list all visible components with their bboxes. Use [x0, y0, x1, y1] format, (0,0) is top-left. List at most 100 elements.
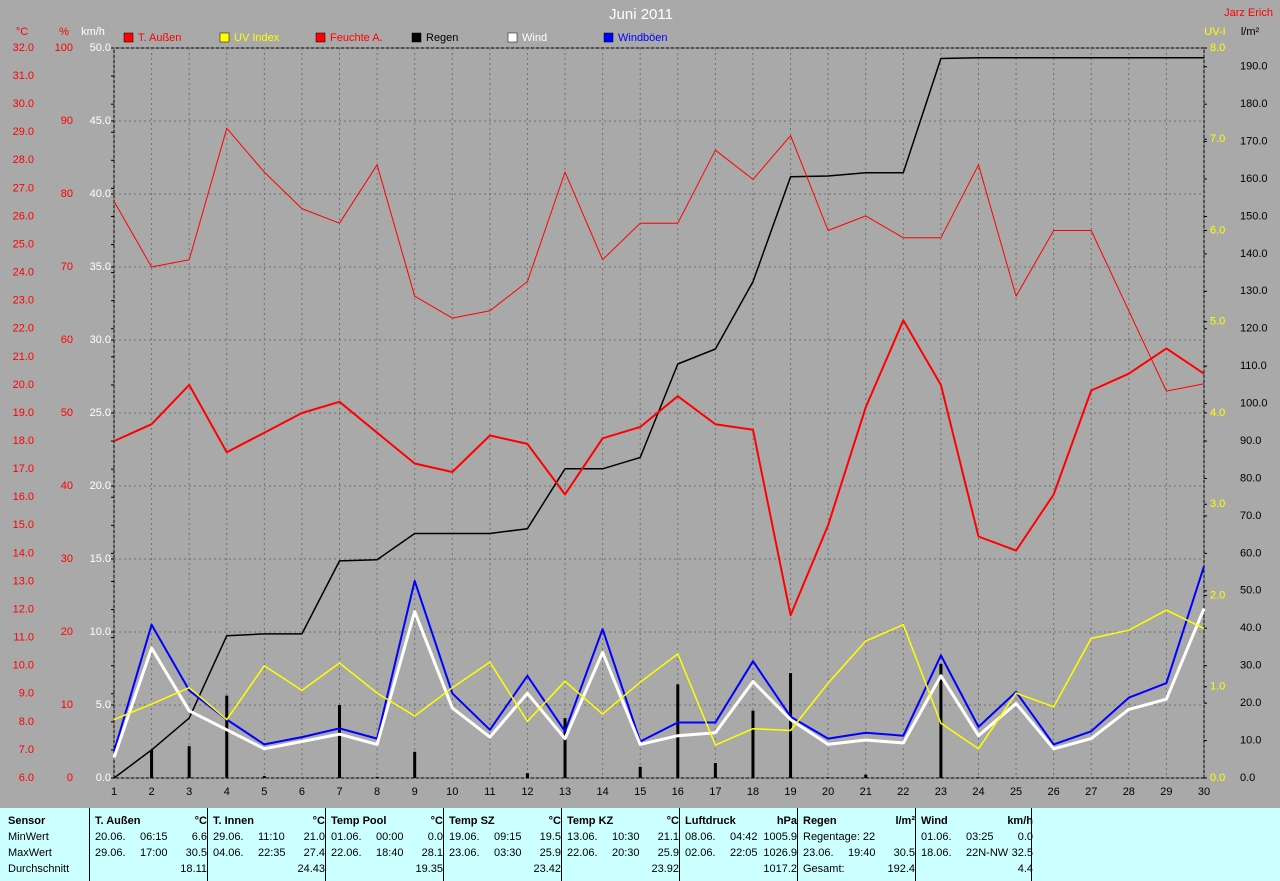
x-tick-label: 12	[521, 786, 533, 798]
y-tick-label: 10.0	[13, 660, 34, 672]
cell-date: 20.06.	[95, 831, 126, 843]
x-tick-label: 8	[374, 786, 380, 798]
cell-time: 00:00	[376, 831, 404, 843]
series-line	[113, 127, 1205, 392]
legend-label: Regen	[426, 32, 458, 44]
group-unit: °C	[194, 815, 207, 827]
cell-date: 22.06.	[567, 847, 598, 859]
cell-time: 20:30	[612, 847, 640, 859]
x-tick-label: 23	[935, 786, 947, 798]
cell-label: Regentage: 22	[803, 831, 876, 843]
x-tick-label: 10	[446, 786, 458, 798]
cell-value: 192.4	[887, 863, 915, 875]
cell-value: 18.11	[180, 863, 207, 875]
cell-value: 6.6	[191, 831, 207, 843]
x-tick-label: 30	[1198, 786, 1210, 798]
y-tick-label: 160.0	[1240, 173, 1268, 185]
group-header: Regen	[803, 815, 837, 827]
axis-label: %	[59, 26, 69, 38]
legend-swatch	[315, 32, 326, 43]
cell-date: 01.06.	[921, 831, 952, 843]
group-unit: hPa	[776, 815, 797, 827]
summary-table: Sensor MinWert MaxWert Durchschnitt T. Außen…	[0, 808, 1280, 881]
y-tick-label: 90.0	[1240, 435, 1261, 447]
cell-value: 1026.9	[763, 847, 797, 859]
legend-swatch	[219, 32, 230, 43]
column-separator	[797, 808, 798, 881]
cell-value: 23.92	[651, 863, 679, 875]
y-tick-label: 45.0	[90, 115, 111, 127]
y-tick-label: 130.0	[1240, 285, 1268, 297]
y-tick-label: 14.0	[13, 547, 34, 559]
cell-value: 19.35	[415, 863, 443, 875]
y-tick-label: 90	[61, 115, 73, 127]
y-tick-label: 70	[61, 261, 73, 273]
y-tick-label: 28.0	[13, 154, 34, 166]
column-separator	[915, 808, 916, 881]
group-header: T. Außen	[95, 815, 141, 827]
y-tick-label: 30	[61, 553, 73, 565]
x-tick-label: 25	[1010, 786, 1022, 798]
cell-date: 01.06.	[331, 831, 362, 843]
x-tick-label: 20	[822, 786, 834, 798]
group-header: Temp KZ	[567, 815, 614, 827]
group-header: Temp Pool	[331, 815, 387, 827]
author: Jarz Erich	[1224, 7, 1273, 19]
y-tick-label: 80	[61, 188, 73, 200]
x-tick-label: 28	[1123, 786, 1135, 798]
cell-value: 27.4	[303, 847, 325, 859]
x-tick-label: 29	[1160, 786, 1172, 798]
x-tick-label: 1	[111, 786, 117, 798]
y-tick-label: 180.0	[1240, 98, 1268, 110]
cell-date: 29.06.	[95, 847, 126, 859]
x-tick-label: 18	[747, 786, 759, 798]
legend-swatch	[411, 32, 422, 43]
cell-time: 17:00	[140, 847, 168, 859]
y-tick-label: 100	[55, 42, 73, 54]
y-tick-label: 20	[61, 626, 73, 638]
y-tick-label: 0	[67, 772, 73, 784]
series-line	[112, 608, 1206, 759]
x-tick-label: 2	[149, 786, 155, 798]
y-tick-label: 10.0	[1240, 734, 1261, 746]
x-tick-label: 17	[709, 786, 721, 798]
cell-time: 19:40	[848, 847, 876, 859]
y-tick-label: 50.0	[1240, 585, 1261, 597]
chart: Juni 2011 Jarz Erich 1 2 3 4 5 6 7 8 9 10 11 12 13 14…	[13, 6, 1273, 798]
axis-label: l/m²	[1241, 26, 1260, 38]
x-tick-label: 3	[186, 786, 192, 798]
cell-value: 0.0	[1017, 831, 1033, 843]
x-tick-label: 27	[1085, 786, 1097, 798]
x-tick-label: 21	[860, 786, 872, 798]
y-tick-label: 190.0	[1240, 61, 1268, 73]
y-tick-label: 25.0	[90, 407, 111, 419]
cell-time: 04:42	[730, 831, 758, 843]
cell-time: 18:40	[376, 847, 404, 859]
y-tick-label: 25.0	[13, 238, 34, 250]
cell-time: 22:05	[730, 847, 758, 859]
x-tick-label: 14	[596, 786, 608, 798]
x-tick-label: 24	[972, 786, 984, 798]
y-tick-label: 17.0	[13, 463, 34, 475]
y-tick-label: 16.0	[13, 491, 34, 503]
cell-value: 21.1	[657, 831, 679, 843]
cell-time: 22N-NW	[966, 847, 1009, 859]
y-tick-label: 60.0	[1240, 547, 1261, 559]
y-tick-label: 11.0	[13, 632, 34, 644]
cell-value: 30.5	[185, 847, 207, 859]
cell-value: 28.1	[421, 847, 443, 859]
row-label: Durchschnitt	[8, 863, 70, 875]
group-unit: l/m²	[895, 815, 915, 827]
group-header: T. Innen	[213, 815, 254, 827]
y-tick-label: 8.0	[19, 716, 34, 728]
group-unit: °C	[548, 815, 561, 827]
y-tick-label: 30.0	[13, 98, 34, 110]
cell-value: 30.5	[893, 847, 915, 859]
x-tick-label: 26	[1048, 786, 1060, 798]
cell-value: 1017.2	[763, 863, 797, 875]
series-line	[113, 609, 1205, 750]
legend-label: UV Index	[234, 32, 280, 44]
y-tick-label: 150.0	[1240, 210, 1268, 222]
y-tick-label: 3.0	[1210, 498, 1225, 510]
y-tick-label: 7.0	[19, 744, 34, 756]
